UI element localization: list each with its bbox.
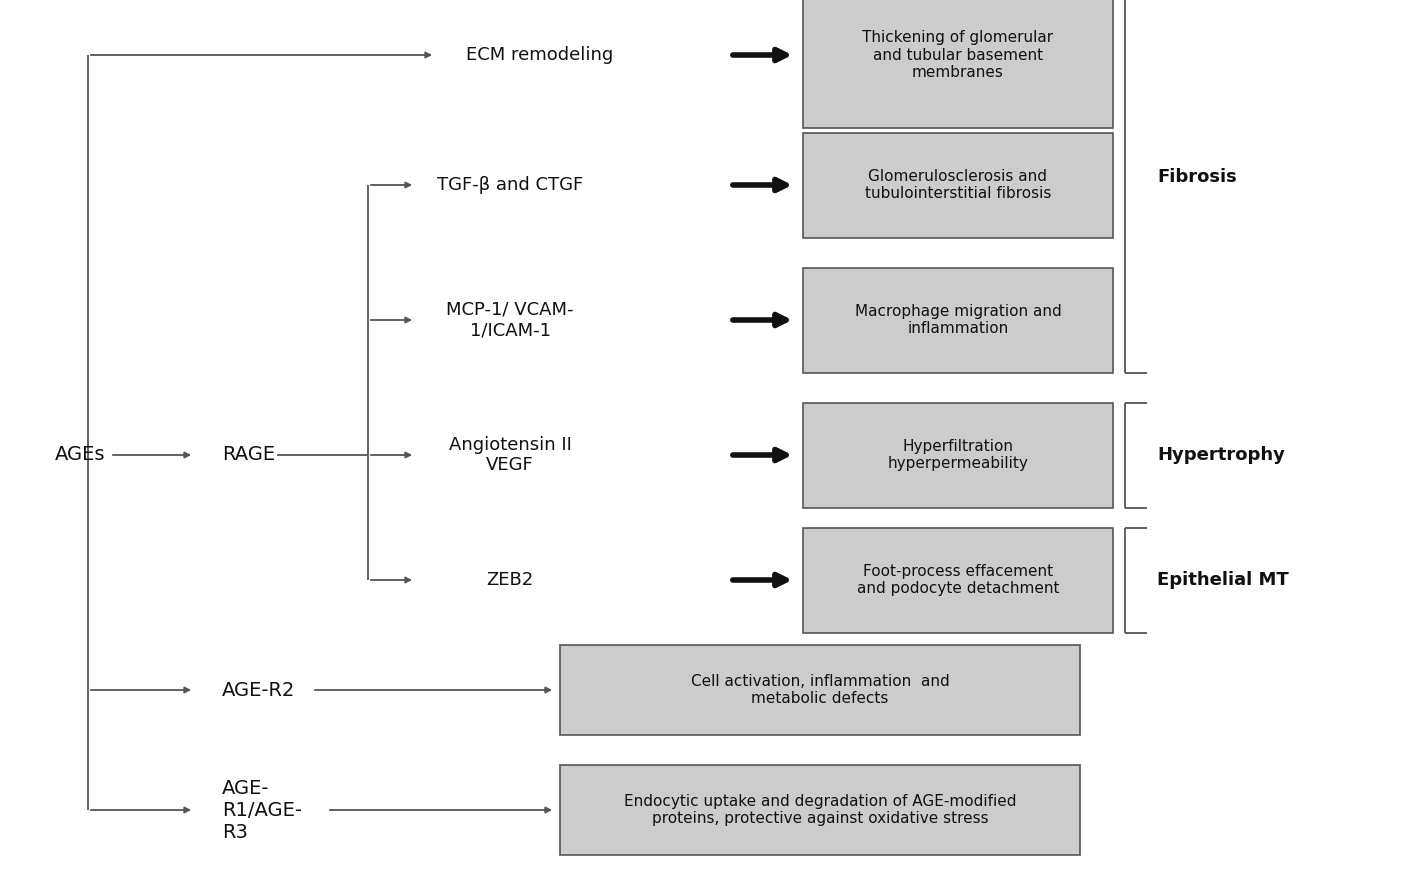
Text: Hypertrophy: Hypertrophy [1157,446,1285,464]
FancyBboxPatch shape [560,765,1081,855]
Text: RAGE: RAGE [223,445,275,465]
Text: Glomerulosclerosis and
tubulointerstitial fibrosis: Glomerulosclerosis and tubulointerstitia… [865,169,1051,201]
Text: AGE-
R1/AGE-
R3: AGE- R1/AGE- R3 [223,779,302,842]
FancyBboxPatch shape [803,0,1113,127]
Text: Endocytic uptake and degradation of AGE-modified
proteins, protective against ox: Endocytic uptake and degradation of AGE-… [624,794,1017,827]
Text: Thickening of glomerular
and tubular basement
membranes: Thickening of glomerular and tubular bas… [862,30,1054,80]
FancyBboxPatch shape [803,403,1113,507]
FancyBboxPatch shape [560,645,1081,735]
Text: AGEs: AGEs [55,445,105,465]
Text: Hyperfiltration
hyperpermeability: Hyperfiltration hyperpermeability [888,439,1028,471]
Text: AGE-R2: AGE-R2 [223,681,295,699]
Text: Fibrosis: Fibrosis [1157,168,1236,187]
Text: Foot-process effacement
and podocyte detachment: Foot-process effacement and podocyte det… [856,564,1059,596]
FancyBboxPatch shape [803,527,1113,633]
Text: ZEB2: ZEB2 [486,571,533,589]
FancyBboxPatch shape [803,267,1113,373]
Text: Cell activation, inflammation  and
metabolic defects: Cell activation, inflammation and metabo… [691,673,950,706]
FancyBboxPatch shape [803,133,1113,237]
Text: Epithelial MT: Epithelial MT [1157,571,1289,589]
Text: Macrophage migration and
inflammation: Macrophage migration and inflammation [855,304,1062,336]
Text: ECM remodeling: ECM remodeling [467,46,614,64]
Text: MCP-1/ VCAM-
1/ICAM-1: MCP-1/ VCAM- 1/ICAM-1 [447,301,574,340]
Text: Angiotensin II
VEGF: Angiotensin II VEGF [448,435,571,474]
Text: TGF-β and CTGF: TGF-β and CTGF [437,176,583,194]
